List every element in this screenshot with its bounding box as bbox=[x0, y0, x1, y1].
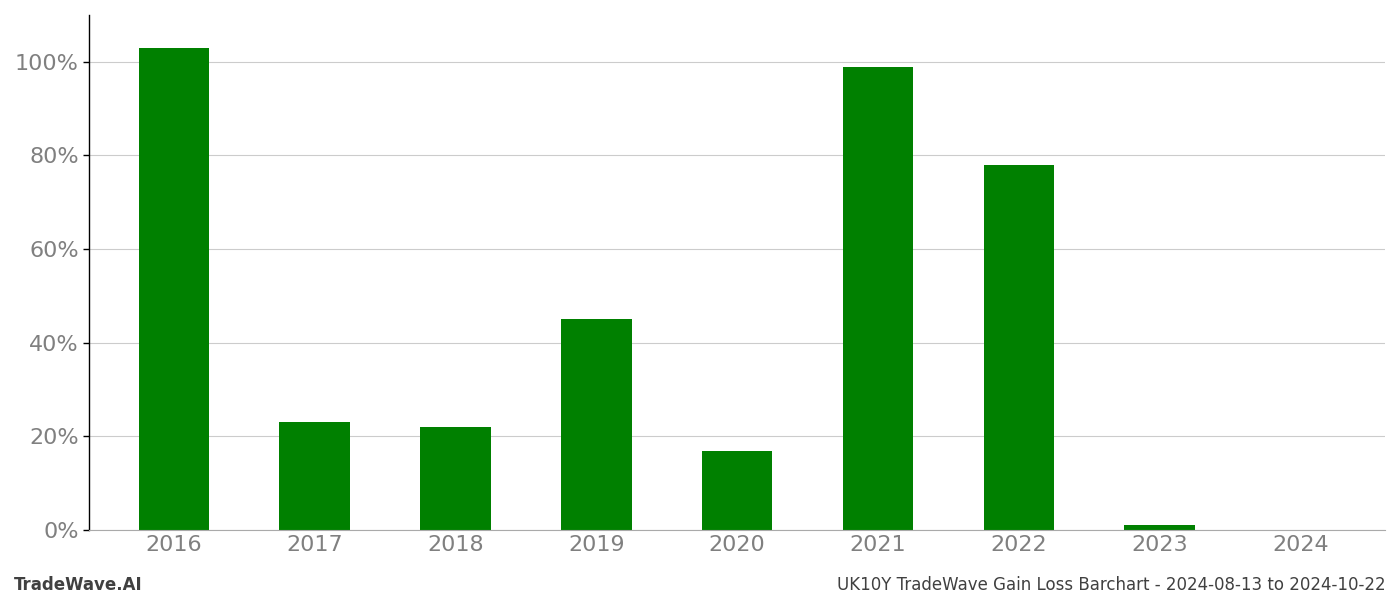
Bar bbox=[139, 48, 209, 530]
Text: UK10Y TradeWave Gain Loss Barchart - 2024-08-13 to 2024-10-22: UK10Y TradeWave Gain Loss Barchart - 202… bbox=[837, 576, 1386, 594]
Bar bbox=[701, 451, 773, 530]
Text: TradeWave.AI: TradeWave.AI bbox=[14, 576, 143, 594]
Bar bbox=[1124, 526, 1194, 530]
Bar bbox=[984, 165, 1054, 530]
Bar bbox=[420, 427, 490, 530]
Bar bbox=[843, 67, 913, 530]
Bar bbox=[280, 422, 350, 530]
Bar bbox=[561, 319, 631, 530]
